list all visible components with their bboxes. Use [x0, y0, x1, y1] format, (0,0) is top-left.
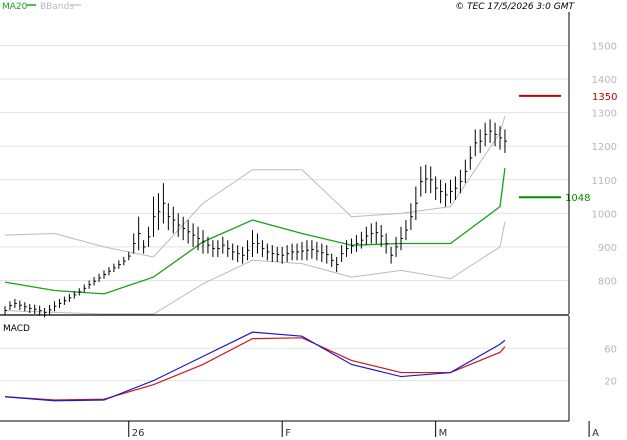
macd-gridlines — [0, 347, 569, 382]
y-tick-label: 1100 — [592, 176, 617, 187]
y-axis-ticks: 800 900 1000 1100 1200 1300 1400 1500 20 60 — [592, 42, 617, 388]
y-tick-label: 800 — [598, 276, 617, 287]
resistance-level-label: 1350 — [592, 92, 617, 103]
y-tick-label: 1400 — [592, 75, 617, 86]
panel-frames — [0, 12, 570, 422]
support-level-label: 1048 — [565, 193, 590, 204]
ma20-line — [4, 167, 506, 295]
y-tick-label: 1500 — [592, 42, 617, 53]
legend-ma20: MA20 — [2, 2, 28, 12]
x-tick-label: F — [285, 428, 291, 439]
price-bars — [4, 119, 507, 318]
macd-line — [4, 331, 506, 402]
legend-bbands: BBands — [40, 2, 74, 12]
signal-line — [4, 337, 506, 401]
macd-lines — [4, 331, 506, 402]
y-tick-label: 900 — [598, 243, 617, 254]
price-gridlines — [0, 45, 569, 281]
y-tick-label: 1300 — [592, 109, 617, 120]
x-tick-label: M — [439, 428, 448, 439]
bband-lower-line — [4, 221, 506, 315]
bband-upper-line — [4, 115, 506, 258]
y-tick-label: 1000 — [592, 209, 617, 220]
copyright-timestamp: © TEC 17/5/2026 3:0 GMT — [455, 2, 575, 12]
macd-y-tick-label: 20 — [604, 377, 617, 388]
macd-y-tick-label: 60 — [604, 344, 617, 355]
macd-title: MACD — [3, 324, 30, 334]
ma20-line — [4, 167, 506, 295]
y-tick-label: 1200 — [592, 142, 617, 153]
bollinger-bands — [4, 115, 506, 315]
x-tick-label: 26 — [132, 428, 145, 439]
x-tick-label: A — [592, 428, 599, 439]
price-levels: 1350 1048 — [519, 92, 617, 204]
